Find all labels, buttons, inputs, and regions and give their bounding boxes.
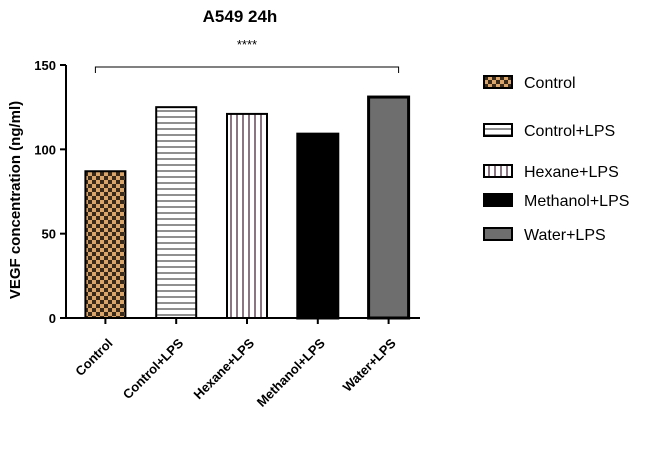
x-tick-label: Control+LPS xyxy=(120,335,187,402)
legend-swatch xyxy=(483,123,513,137)
x-tick-label: Hexane+LPS xyxy=(191,335,258,402)
x-tick-labels: Control Control+LPS Hexane+LPSMethanol+LPS… xyxy=(72,335,399,409)
y-tick-label: 0 xyxy=(49,311,56,326)
bar-hexane-lps xyxy=(226,112,268,319)
y-tick-label: 50 xyxy=(42,227,56,242)
significance-bracket: **** xyxy=(94,37,400,73)
bar-control-lps xyxy=(155,106,198,319)
x-tick-label: Methanol+LPS xyxy=(254,335,328,409)
legend-swatch xyxy=(483,193,513,207)
significance-label: **** xyxy=(237,37,257,52)
legend: Control Control+LPS Hexane+LPS Methanol+LPS… xyxy=(483,75,629,244)
bar-water-lps xyxy=(367,95,411,320)
legend-swatch xyxy=(483,227,513,241)
chart-title: A549 24h xyxy=(203,7,278,26)
legend-label: Control xyxy=(524,75,576,92)
x-tick-label: Control xyxy=(72,336,115,379)
y-tick-label: 100 xyxy=(34,142,56,157)
y-tick-label: 150 xyxy=(34,58,56,73)
bar-control xyxy=(84,170,127,319)
bar-methanol-lps xyxy=(296,132,340,320)
x-tick-label: Water+LPS xyxy=(340,335,399,394)
legend-label: Hexane+LPS xyxy=(524,164,619,181)
legend-label: Methanol+LPS xyxy=(524,193,629,210)
significance-line xyxy=(94,66,400,73)
y-ticks: 0 50 100 150 xyxy=(34,58,66,326)
legend-label: Control+LPS xyxy=(524,123,615,140)
y-axis-label: VEGF concentration (ng/ml) xyxy=(7,101,24,299)
bars xyxy=(84,95,411,320)
legend-swatch xyxy=(483,164,513,178)
legend-label: Water+LPS xyxy=(524,227,606,244)
legend-swatch xyxy=(483,75,513,89)
